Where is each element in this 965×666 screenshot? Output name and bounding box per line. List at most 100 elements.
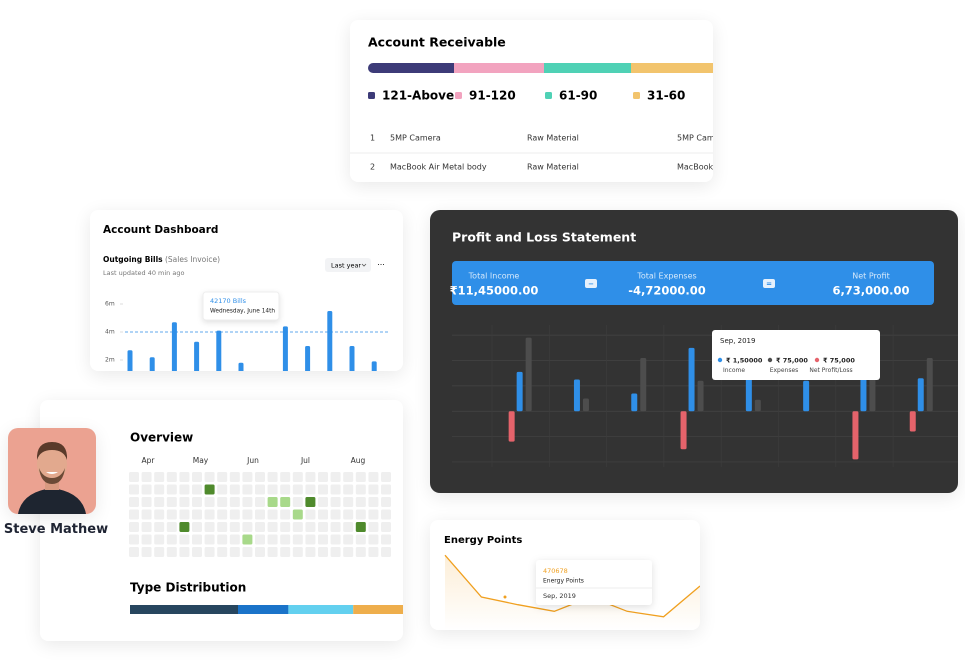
heat-cell (292, 472, 303, 482)
bar (917, 378, 924, 412)
table-cell: 1 (370, 134, 375, 143)
heat-cell (318, 497, 328, 507)
heat-cell (355, 484, 366, 495)
heat-cell (229, 472, 240, 482)
tooltip-date: Sep, 2019 (543, 592, 576, 600)
energy-card: Energy Points 470678 Energy Points Sep, 20… (430, 520, 700, 630)
heat-cell (267, 522, 278, 532)
heat-cell (179, 509, 190, 520)
heat-cell (355, 522, 366, 532)
legend-swatch (545, 92, 552, 99)
card-title: Profit and Loss Statement (452, 230, 636, 245)
bar (282, 326, 288, 371)
bar (860, 373, 867, 412)
heat-cell (242, 509, 253, 520)
heat-cell (343, 497, 354, 507)
month-label: Jul (300, 456, 310, 465)
heat-cell (381, 484, 391, 495)
bar (909, 411, 916, 432)
bar (754, 399, 761, 412)
heat-cell (154, 497, 165, 507)
heat-cell (280, 484, 291, 495)
heat-cell (292, 484, 303, 495)
heat-cell (292, 509, 303, 520)
table-cell: 5MP Camera (677, 134, 713, 143)
distribution-segment (130, 605, 238, 614)
heat-cell (343, 472, 354, 482)
heat-cell (255, 522, 265, 532)
heat-cell (355, 509, 366, 520)
heat-cell (305, 484, 316, 495)
heat-cell (280, 547, 291, 557)
heat-cell (141, 472, 152, 482)
heat-cell (381, 547, 391, 557)
more-button[interactable]: ··· (377, 261, 385, 270)
heat-cell (280, 522, 291, 532)
heat-cell (204, 497, 215, 507)
tooltip (712, 330, 880, 380)
operator-box (763, 279, 775, 288)
filter-button[interactable] (325, 258, 371, 272)
heat-cell (330, 509, 341, 520)
heat-cell (318, 484, 328, 495)
energy-svg: Energy Points 470678 Energy Points Sep, 20… (444, 535, 700, 630)
card-title: Energy Points (444, 535, 522, 546)
heat-cell (368, 534, 379, 545)
heat-cell (166, 497, 177, 507)
heat-cell (204, 547, 215, 557)
heat-cell (166, 534, 177, 545)
bar (573, 379, 580, 412)
heat-cell (318, 472, 328, 482)
heat-cell (255, 472, 265, 482)
heat-cell (292, 534, 303, 545)
heat-cell (179, 497, 190, 507)
heat-cell (267, 547, 278, 557)
heat-cell (318, 522, 328, 532)
tooltip-label: Energy Points (543, 578, 584, 585)
y-tick-label: 2m (105, 357, 115, 364)
tooltip-label: Expenses (770, 367, 799, 374)
heat-cell (141, 509, 152, 520)
card-title: Overview (130, 431, 193, 445)
bar (194, 341, 200, 371)
heat-cell (129, 509, 139, 520)
card-title: Account Receivable (368, 35, 506, 50)
beard (39, 468, 65, 484)
heat-cell (242, 534, 253, 545)
month-label: Jun (246, 456, 259, 465)
bar (127, 350, 133, 371)
heat-cell (330, 522, 341, 532)
table-cell: MacBook Air Metal body (677, 163, 713, 172)
tooltip-value: ₹ 75,000 (823, 357, 855, 365)
heat-cell (267, 472, 278, 482)
distribution-segment (353, 605, 403, 614)
summary-box (452, 261, 934, 305)
summary-label: Net Profit (852, 272, 889, 281)
heat-cell (318, 534, 328, 545)
hair (36, 442, 68, 460)
operator: = (766, 280, 772, 288)
heat-cell (179, 522, 190, 532)
heat-cell (242, 547, 253, 557)
bar (745, 373, 752, 412)
dashboard-svg: Account Dashboard Outgoing Bills (Sales … (103, 224, 390, 371)
heat-cell (204, 472, 215, 482)
table-cell: 5MP Camera (390, 134, 441, 143)
bar (327, 311, 333, 371)
heat-cell (381, 497, 391, 507)
heat-cell (330, 547, 341, 557)
heat-cell (368, 497, 379, 507)
bar (852, 411, 859, 460)
bar (525, 337, 532, 412)
heat-cell (229, 497, 240, 507)
avatar (8, 428, 96, 514)
heat-cell (368, 484, 379, 495)
heat-cell (381, 509, 391, 520)
avatar-svg (18, 442, 86, 514)
heat-cell (381, 472, 391, 482)
tooltip-label: Net Profit/Loss (809, 367, 852, 374)
heat-cell (255, 547, 265, 557)
heat-cell (204, 534, 215, 545)
heat-cell (204, 509, 215, 520)
heat-cell (217, 484, 228, 495)
